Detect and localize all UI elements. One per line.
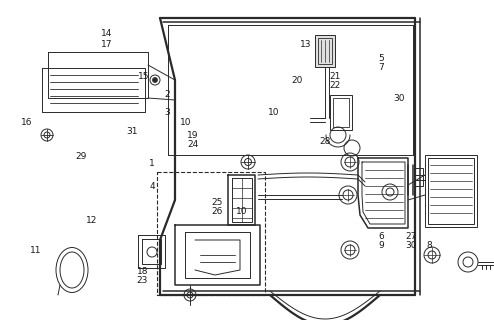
Text: 22: 22 bbox=[329, 81, 340, 90]
Text: 10: 10 bbox=[268, 108, 280, 117]
Text: 25: 25 bbox=[211, 198, 223, 207]
Text: 10: 10 bbox=[236, 207, 248, 216]
Bar bbox=[428, 158, 474, 224]
Text: 5: 5 bbox=[378, 54, 384, 63]
Text: 19: 19 bbox=[187, 131, 199, 140]
Text: 27: 27 bbox=[405, 232, 417, 241]
Text: 10: 10 bbox=[179, 118, 191, 127]
Text: 13: 13 bbox=[299, 40, 311, 49]
Bar bbox=[415, 168, 423, 186]
Text: 15: 15 bbox=[137, 72, 149, 81]
Bar bbox=[157, 172, 265, 295]
Text: 30: 30 bbox=[405, 241, 417, 250]
Bar bbox=[330, 95, 352, 130]
Text: 29: 29 bbox=[76, 152, 87, 161]
Text: 17: 17 bbox=[100, 40, 112, 49]
Text: 12: 12 bbox=[85, 216, 97, 225]
Text: 11: 11 bbox=[30, 246, 41, 255]
Bar bbox=[315, 35, 335, 67]
Text: 18: 18 bbox=[136, 267, 148, 276]
Text: 28: 28 bbox=[319, 137, 331, 146]
Text: 9: 9 bbox=[378, 241, 384, 250]
Bar bbox=[425, 155, 477, 227]
Text: 6: 6 bbox=[378, 232, 384, 241]
Text: 21: 21 bbox=[329, 72, 341, 81]
Circle shape bbox=[153, 77, 158, 83]
Bar bbox=[333, 98, 349, 127]
Text: 3: 3 bbox=[164, 108, 170, 117]
Text: 14: 14 bbox=[100, 29, 112, 38]
Text: 31: 31 bbox=[126, 127, 138, 136]
Text: 30: 30 bbox=[393, 94, 405, 103]
Text: 1: 1 bbox=[149, 159, 155, 168]
Text: 26: 26 bbox=[211, 207, 223, 216]
Text: 23: 23 bbox=[136, 276, 148, 285]
Text: 4: 4 bbox=[149, 182, 155, 191]
Text: 24: 24 bbox=[187, 140, 198, 149]
Text: 7: 7 bbox=[378, 63, 384, 72]
Bar bbox=[318, 38, 332, 64]
Text: 16: 16 bbox=[21, 118, 33, 127]
Text: 2: 2 bbox=[164, 90, 170, 99]
Text: 8: 8 bbox=[426, 241, 432, 250]
Text: 20: 20 bbox=[291, 76, 303, 85]
